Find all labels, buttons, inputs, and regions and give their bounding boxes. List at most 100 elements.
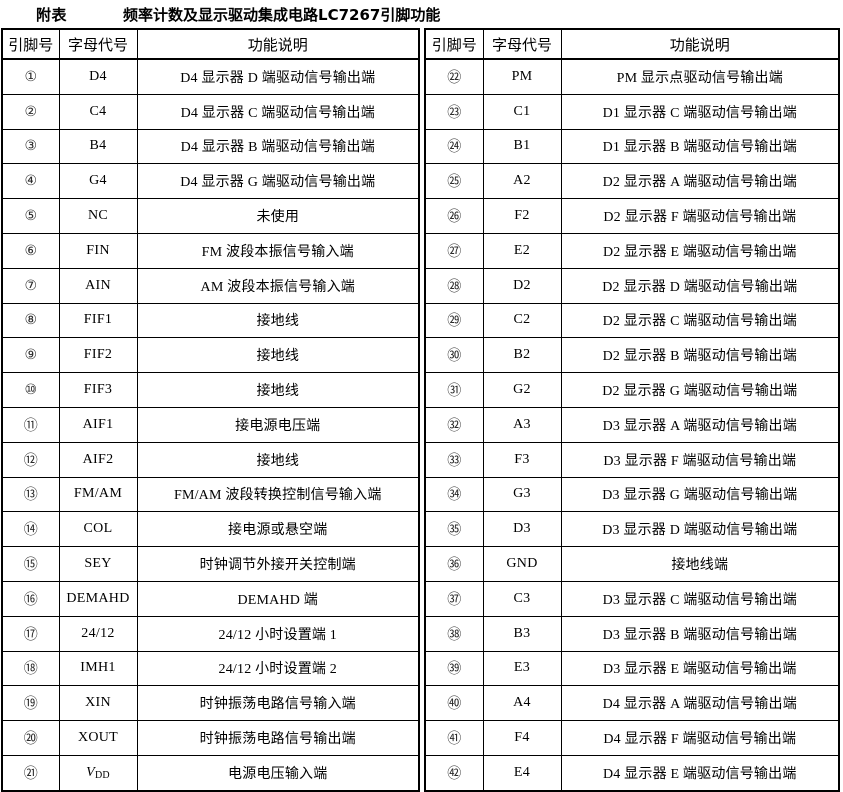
cell-function-description: 接地线 bbox=[136, 372, 420, 408]
cell-letter-code: DEMAHD bbox=[58, 580, 138, 617]
table-row: ㉗ E2 D2 显示器 E 端驱动信号输出端 bbox=[424, 232, 840, 269]
cell-pin-number: ㉖ bbox=[424, 198, 484, 234]
cell-letter-code: A3 bbox=[482, 406, 562, 443]
cell-letter-code: AIF2 bbox=[58, 441, 138, 478]
cell-pin-number: ㉙ bbox=[424, 302, 484, 339]
cell-pin-number: ㉝ bbox=[424, 441, 484, 478]
pin-function-table-left: 引脚号 字母代号 功能说明 ① D4 D4 显示器 D 端驱动信号输出端 ② C4 D4 … bbox=[1, 28, 420, 792]
cell-pin-number: ㉞ bbox=[424, 476, 484, 513]
cell-letter-code: G2 bbox=[482, 372, 562, 408]
cell-pin-number: ⑦ bbox=[1, 267, 60, 304]
cell-letter-code: C3 bbox=[482, 580, 562, 617]
cell-pin-number: ㊷ bbox=[424, 754, 484, 792]
cell-function-description: D3 显示器 B 端驱动信号输出端 bbox=[560, 615, 840, 652]
cell-letter-code: GND bbox=[482, 546, 562, 582]
table-row: ⑥ FIN FM 波段本振信号输入端 bbox=[1, 232, 420, 269]
cell-pin-number: ㊲ bbox=[424, 580, 484, 617]
cell-pin-number: ㉔ bbox=[424, 128, 484, 165]
cell-letter-code: C2 bbox=[482, 302, 562, 339]
cell-letter-code: D3 bbox=[482, 511, 562, 548]
cell-function-description: 接地线端 bbox=[560, 546, 840, 582]
cell-letter-code: FIF3 bbox=[58, 372, 138, 408]
table-row: ㉝ F3 D3 显示器 F 端驱动信号输出端 bbox=[424, 441, 840, 478]
cell-pin-number: ㉗ bbox=[424, 232, 484, 269]
cell-function-description: D1 显示器 C 端驱动信号输出端 bbox=[560, 93, 840, 130]
document-page: 附表 频率计数及显示驱动集成电路LC7267引脚功能 引脚号 字母代号 功能说明… bbox=[1, 6, 840, 792]
cell-letter-code: B3 bbox=[482, 615, 562, 652]
table-row: ⑦ AIN AM 波段本振信号输入端 bbox=[1, 267, 420, 304]
cell-function-description: D2 显示器 B 端驱动信号输出端 bbox=[560, 337, 840, 374]
cell-letter-code: AIN bbox=[58, 267, 138, 304]
cell-pin-number: ㉓ bbox=[424, 93, 484, 130]
table-row: ㊶ F4 D4 显示器 F 端驱动信号输出端 bbox=[424, 720, 840, 756]
table-row: ㉖ F2 D2 显示器 F 端驱动信号输出端 bbox=[424, 198, 840, 234]
cell-letter-code: E2 bbox=[482, 232, 562, 269]
cell-function-description: D3 显示器 G 端驱动信号输出端 bbox=[560, 476, 840, 513]
cell-pin-number: ⑯ bbox=[1, 580, 60, 617]
cell-letter-code: FIF2 bbox=[58, 337, 138, 374]
cell-function-description: PM 显示点驱动信号输出端 bbox=[560, 58, 840, 95]
cell-letter-code: PM bbox=[482, 58, 562, 95]
col-header-desc: 功能说明 bbox=[136, 28, 420, 60]
cell-letter-code: B2 bbox=[482, 337, 562, 374]
cell-pin-number: ⑨ bbox=[1, 337, 60, 374]
cell-function-description: D4 显示器 A 端驱动信号输出端 bbox=[560, 685, 840, 722]
cell-function-description: 24/12 小时设置端 2 bbox=[136, 650, 420, 687]
table-row: ㊲ C3 D3 显示器 C 端驱动信号输出端 bbox=[424, 580, 840, 617]
cell-function-description: D4 显示器 G 端驱动信号输出端 bbox=[136, 163, 420, 200]
table-row: ㊴ E3 D3 显示器 E 端驱动信号输出端 bbox=[424, 650, 840, 687]
cell-function-description: D4 显示器 F 端驱动信号输出端 bbox=[560, 720, 840, 756]
cell-letter-code: B1 bbox=[482, 128, 562, 165]
table-row: ㉘ D2 D2 显示器 D 端驱动信号输出端 bbox=[424, 267, 840, 304]
cell-pin-number: ㉒ bbox=[424, 58, 484, 95]
cell-letter-code: FM/AM bbox=[58, 476, 138, 513]
cell-letter-code: SEY bbox=[58, 546, 138, 582]
cell-pin-number: ③ bbox=[1, 128, 60, 165]
cell-function-description: 未使用 bbox=[136, 198, 420, 234]
cell-pin-number: ⑩ bbox=[1, 372, 60, 408]
cell-function-description: D2 显示器 E 端驱动信号输出端 bbox=[560, 232, 840, 269]
cell-pin-number: ㊵ bbox=[424, 685, 484, 722]
col-header-code: 字母代号 bbox=[482, 28, 562, 60]
cell-letter-code: E4 bbox=[482, 754, 562, 792]
table-row: ⑩ FIF3 接地线 bbox=[1, 372, 420, 408]
cell-pin-number: ④ bbox=[1, 163, 60, 200]
col-header-code: 字母代号 bbox=[58, 28, 138, 60]
table-row: ㉕ A2 D2 显示器 A 端驱动信号输出端 bbox=[424, 163, 840, 200]
table-header-row: 引脚号 字母代号 功能说明 bbox=[1, 28, 420, 60]
cell-letter-code: FIF1 bbox=[58, 302, 138, 339]
cell-letter-code: D2 bbox=[482, 267, 562, 304]
cell-pin-number: ㊶ bbox=[424, 720, 484, 756]
cell-function-description: D3 显示器 C 端驱动信号输出端 bbox=[560, 580, 840, 617]
cell-pin-number: ② bbox=[1, 93, 60, 130]
cell-letter-code: C1 bbox=[482, 93, 562, 130]
cell-function-description: 电源电压输入端 bbox=[136, 754, 420, 792]
table-row: ㉜ A3 D3 显示器 A 端驱动信号输出端 bbox=[424, 406, 840, 443]
table-row: ⑨ FIF2 接地线 bbox=[1, 337, 420, 374]
table-row: ㉟ D3 D3 显示器 D 端驱动信号输出端 bbox=[424, 511, 840, 548]
cell-function-description: D4 显示器 C 端驱动信号输出端 bbox=[136, 93, 420, 130]
table-row: ⑰ 24/12 24/12 小时设置端 1 bbox=[1, 615, 420, 652]
cell-function-description: 接地线 bbox=[136, 441, 420, 478]
cell-pin-number: ㉜ bbox=[424, 406, 484, 443]
table-body-left: ① D4 D4 显示器 D 端驱动信号输出端 ② C4 D4 显示器 C 端驱动信号输出端… bbox=[1, 58, 420, 792]
cell-pin-number: ⑲ bbox=[1, 685, 60, 722]
cell-letter-code: 24/12 bbox=[58, 615, 138, 652]
table-row: ⑬ FM/AM FM/AM 波段转换控制信号输入端 bbox=[1, 476, 420, 513]
cell-letter-code: A4 bbox=[482, 685, 562, 722]
cell-letter-code: IMH1 bbox=[58, 650, 138, 687]
cell-function-description: D4 显示器 B 端驱动信号输出端 bbox=[136, 128, 420, 165]
table-row: ⑤ NC 未使用 bbox=[1, 198, 420, 234]
cell-letter-code: F2 bbox=[482, 198, 562, 234]
cell-pin-number: ⑪ bbox=[1, 406, 60, 443]
cell-pin-number: ⑳ bbox=[1, 720, 60, 756]
table-row: ㉓ C1 D1 显示器 C 端驱动信号输出端 bbox=[424, 93, 840, 130]
cell-function-description: 时钟调节外接开关控制端 bbox=[136, 546, 420, 582]
table-head-left: 引脚号 字母代号 功能说明 bbox=[1, 28, 420, 60]
table-row: ⑱ IMH1 24/12 小时设置端 2 bbox=[1, 650, 420, 687]
table-row: ㊷ E4 D4 显示器 E 端驱动信号输出端 bbox=[424, 754, 840, 792]
cell-letter-code: G4 bbox=[58, 163, 138, 200]
cell-function-description: D3 显示器 E 端驱动信号输出端 bbox=[560, 650, 840, 687]
cell-pin-number: ⑫ bbox=[1, 441, 60, 478]
